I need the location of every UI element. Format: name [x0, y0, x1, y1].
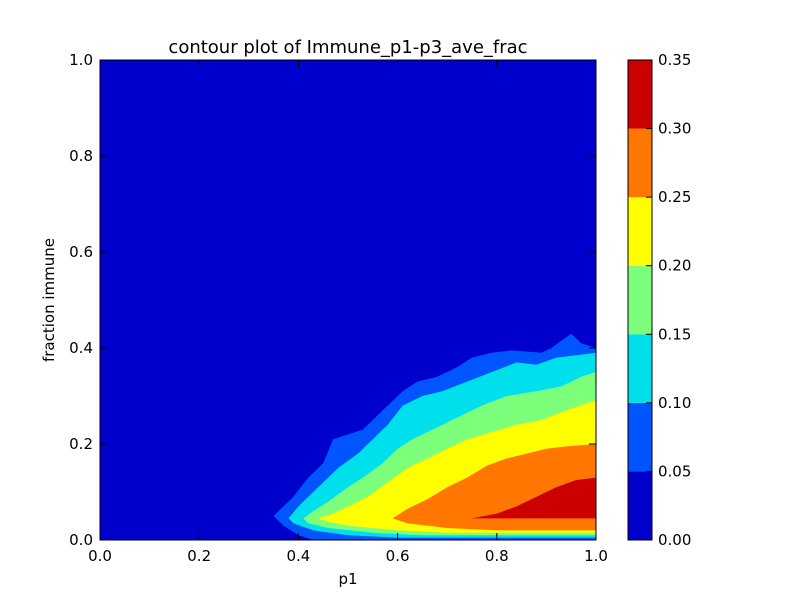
x-tick-label: 0.8: [485, 547, 509, 565]
colorbar-segment: [628, 60, 652, 129]
colorbar-segment: [628, 471, 652, 540]
contour-band-6: [472, 477, 596, 519]
colorbar-segment: [628, 334, 652, 403]
y-axis-label: fraction immune: [40, 238, 58, 362]
colorbar-tick-label: 0.05: [658, 462, 691, 480]
colorbar-frame: [627, 59, 653, 541]
colorbar-segment: [628, 265, 652, 335]
colorbar: [628, 60, 652, 540]
x-tick-label: 0.0: [88, 547, 112, 565]
x-axis: 0.0 0.2 0.4 0.6 0.8 1.0: [88, 60, 608, 565]
chart-title: contour plot of Immune_p1-p3_ave_frac: [168, 37, 527, 58]
colorbar-segment: [628, 128, 652, 198]
plot-area: [100, 60, 596, 540]
plot-frame: [99, 59, 597, 541]
colorbar-tick-label: 0.20: [658, 257, 691, 275]
colorbar-tick-label: 0.00: [658, 531, 691, 549]
y-axis: 0.0 0.2 0.4 0.6 0.8 1.0: [69, 51, 596, 549]
colorbar-tick-label: 0.10: [658, 394, 691, 412]
y-tick-label: 0.0: [69, 531, 93, 549]
colorbar-tick-label: 0.15: [658, 325, 691, 343]
colorbar-tick-label: 0.35: [658, 51, 691, 69]
colorbar-segment: [628, 402, 652, 472]
y-tick-label: 0.4: [69, 339, 93, 357]
y-tick-label: 1.0: [69, 51, 93, 69]
x-tick-label: 1.0: [584, 547, 608, 565]
y-tick-label: 0.2: [69, 435, 93, 453]
x-tick-label: 0.2: [187, 547, 211, 565]
y-tick-label: 0.8: [69, 147, 93, 165]
colorbar-tick-label: 0.30: [658, 120, 691, 138]
x-tick-label: 0.4: [286, 547, 310, 565]
x-tick-label: 0.6: [386, 547, 410, 565]
colorbar-ticks: 0.00 0.05 0.10 0.15 0.20 0.25 0.30 0.35: [646, 51, 691, 549]
colorbar-segment: [628, 197, 652, 266]
y-tick-label: 0.6: [69, 243, 93, 261]
colorbar-tick-label: 0.25: [658, 188, 691, 206]
x-axis-label: p1: [338, 570, 357, 588]
